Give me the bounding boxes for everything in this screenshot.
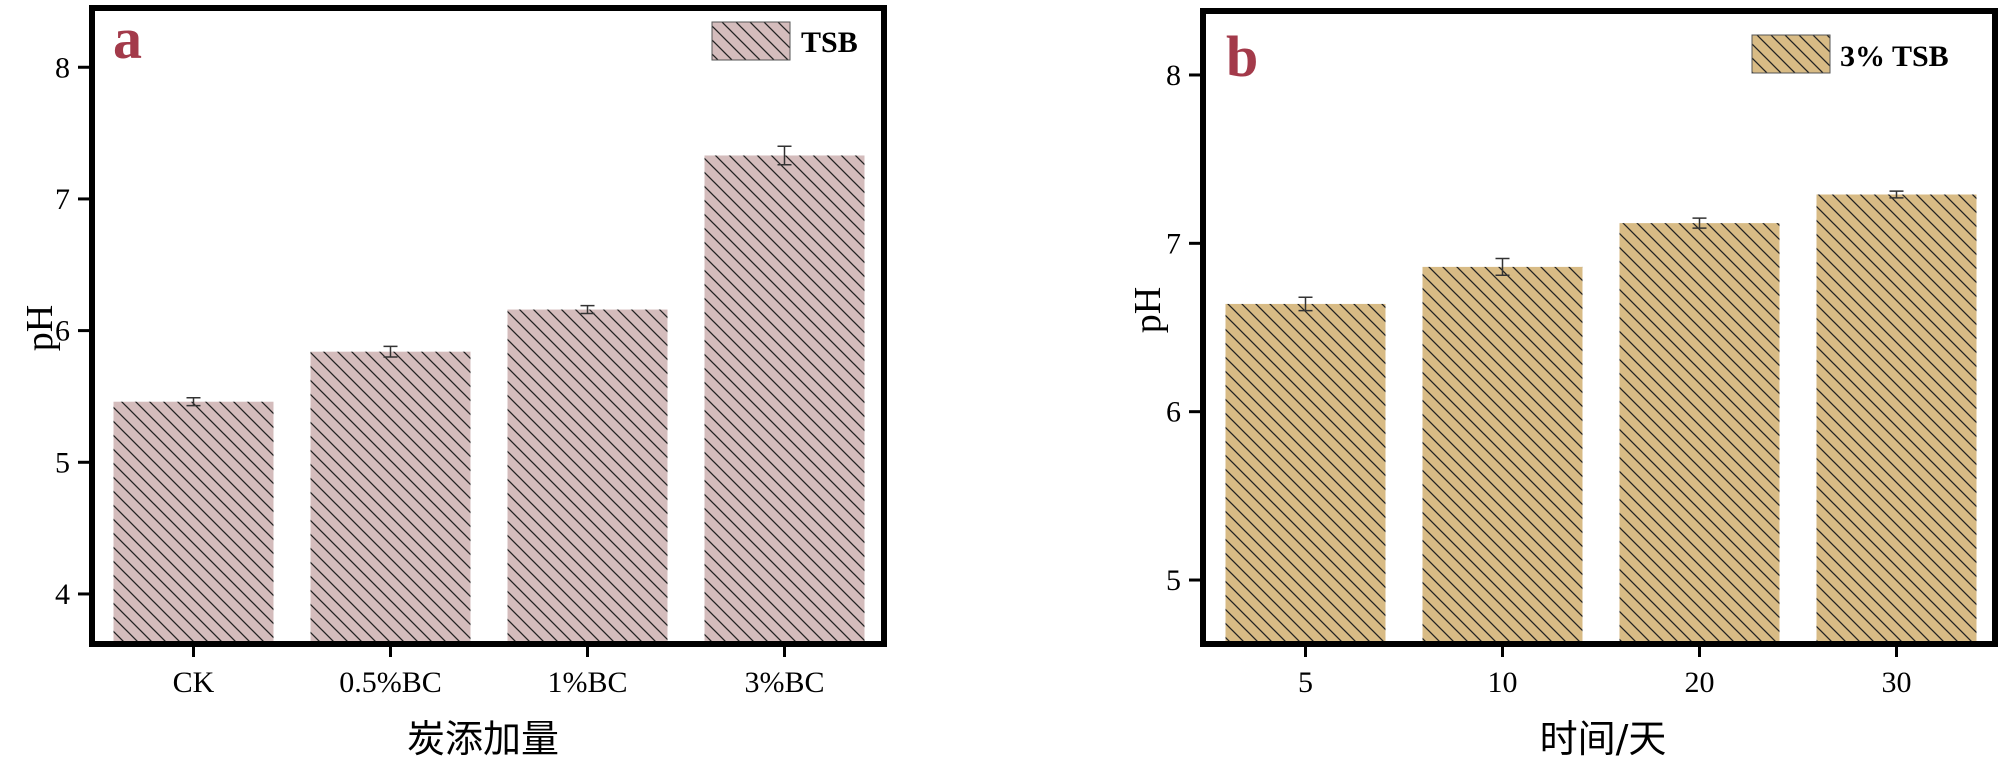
- y-tick-label-4: 4: [55, 578, 70, 611]
- y-tick-label-5: 5: [55, 446, 70, 479]
- error-bar-20: [1692, 217, 1707, 229]
- legend-swatch-b: [1751, 34, 1831, 74]
- x-tick-label-5: 5: [1298, 666, 1313, 699]
- y-tick-label-8: 8: [55, 51, 70, 84]
- legend-a: TSB: [711, 21, 858, 61]
- chart-panel-a: 4 5 6 7 8 CK 0.5%BC 1%BC 3%BC a TSB pH 炭添加量: [19, 5, 887, 761]
- legend-swatch-a: [711, 21, 791, 61]
- bar-30: [1816, 194, 1977, 644]
- legend-b: 3% TSB: [1751, 34, 1949, 74]
- y-axis-title-a: pH: [19, 305, 61, 351]
- plot-frame-a: [89, 5, 887, 647]
- x-tick-label-CK: CK: [173, 666, 215, 699]
- panel-label-a: a: [113, 6, 142, 71]
- x-axis-title-a: 炭添加量: [407, 717, 559, 761]
- bars-a: [113, 155, 865, 644]
- x-axis-a: CK 0.5%BC 1%BC 3%BC: [173, 644, 825, 699]
- legend-label-a: TSB: [801, 26, 858, 59]
- bar-1%BC: [507, 309, 668, 644]
- error-bars-b: [1298, 190, 1904, 312]
- x-tick-label-20: 20: [1685, 666, 1715, 699]
- y-tick-label-5: 5: [1166, 564, 1181, 597]
- bar-10: [1422, 266, 1583, 644]
- y-axis-title-b: pH: [1127, 287, 1169, 333]
- error-bar-0.5%BC: [383, 345, 398, 358]
- x-tick-label-3%BC: 3%BC: [744, 666, 824, 699]
- y-axis-a: 4 5 6 7 8: [55, 51, 92, 611]
- y-tick-label-8: 8: [1166, 59, 1181, 92]
- x-tick-label-30: 30: [1882, 666, 1912, 699]
- bar-20: [1619, 223, 1780, 644]
- bar-3%BC: [704, 155, 865, 644]
- error-bar-5: [1298, 296, 1313, 312]
- bars-b: [1225, 194, 1977, 644]
- chart-panel-b: 5 6 7 8 5 10 20 30 b 3% TSB pH 时间/天: [1127, 8, 1998, 761]
- x-axis-b: 5 10 20 30: [1298, 644, 1912, 699]
- error-bar-30: [1889, 190, 1904, 199]
- error-bar-1%BC: [580, 304, 595, 315]
- panel-label-b: b: [1226, 24, 1258, 89]
- x-tick-label-0.5%BC: 0.5%BC: [339, 666, 442, 699]
- error-bar-10: [1495, 257, 1510, 277]
- y-tick-label-6: 6: [1166, 396, 1181, 429]
- error-bar-3%BC: [777, 145, 792, 166]
- error-bar-CK: [186, 397, 201, 407]
- y-tick-label-7: 7: [55, 183, 70, 216]
- bar-CK: [113, 401, 274, 644]
- bar-5: [1225, 303, 1386, 644]
- y-tick-label-7: 7: [1166, 227, 1181, 260]
- x-tick-label-1%BC: 1%BC: [547, 666, 627, 699]
- bar-0.5%BC: [310, 351, 471, 644]
- plot-frame-b: [1200, 8, 1998, 647]
- y-tick-label-6: 6: [55, 315, 70, 348]
- x-tick-label-10: 10: [1488, 666, 1518, 699]
- legend-label-b: 3% TSB: [1840, 40, 1949, 73]
- y-axis-b: 5 6 7 8: [1166, 59, 1203, 597]
- x-axis-title-b: 时间/天: [1540, 717, 1667, 761]
- error-bars-a: [186, 145, 792, 407]
